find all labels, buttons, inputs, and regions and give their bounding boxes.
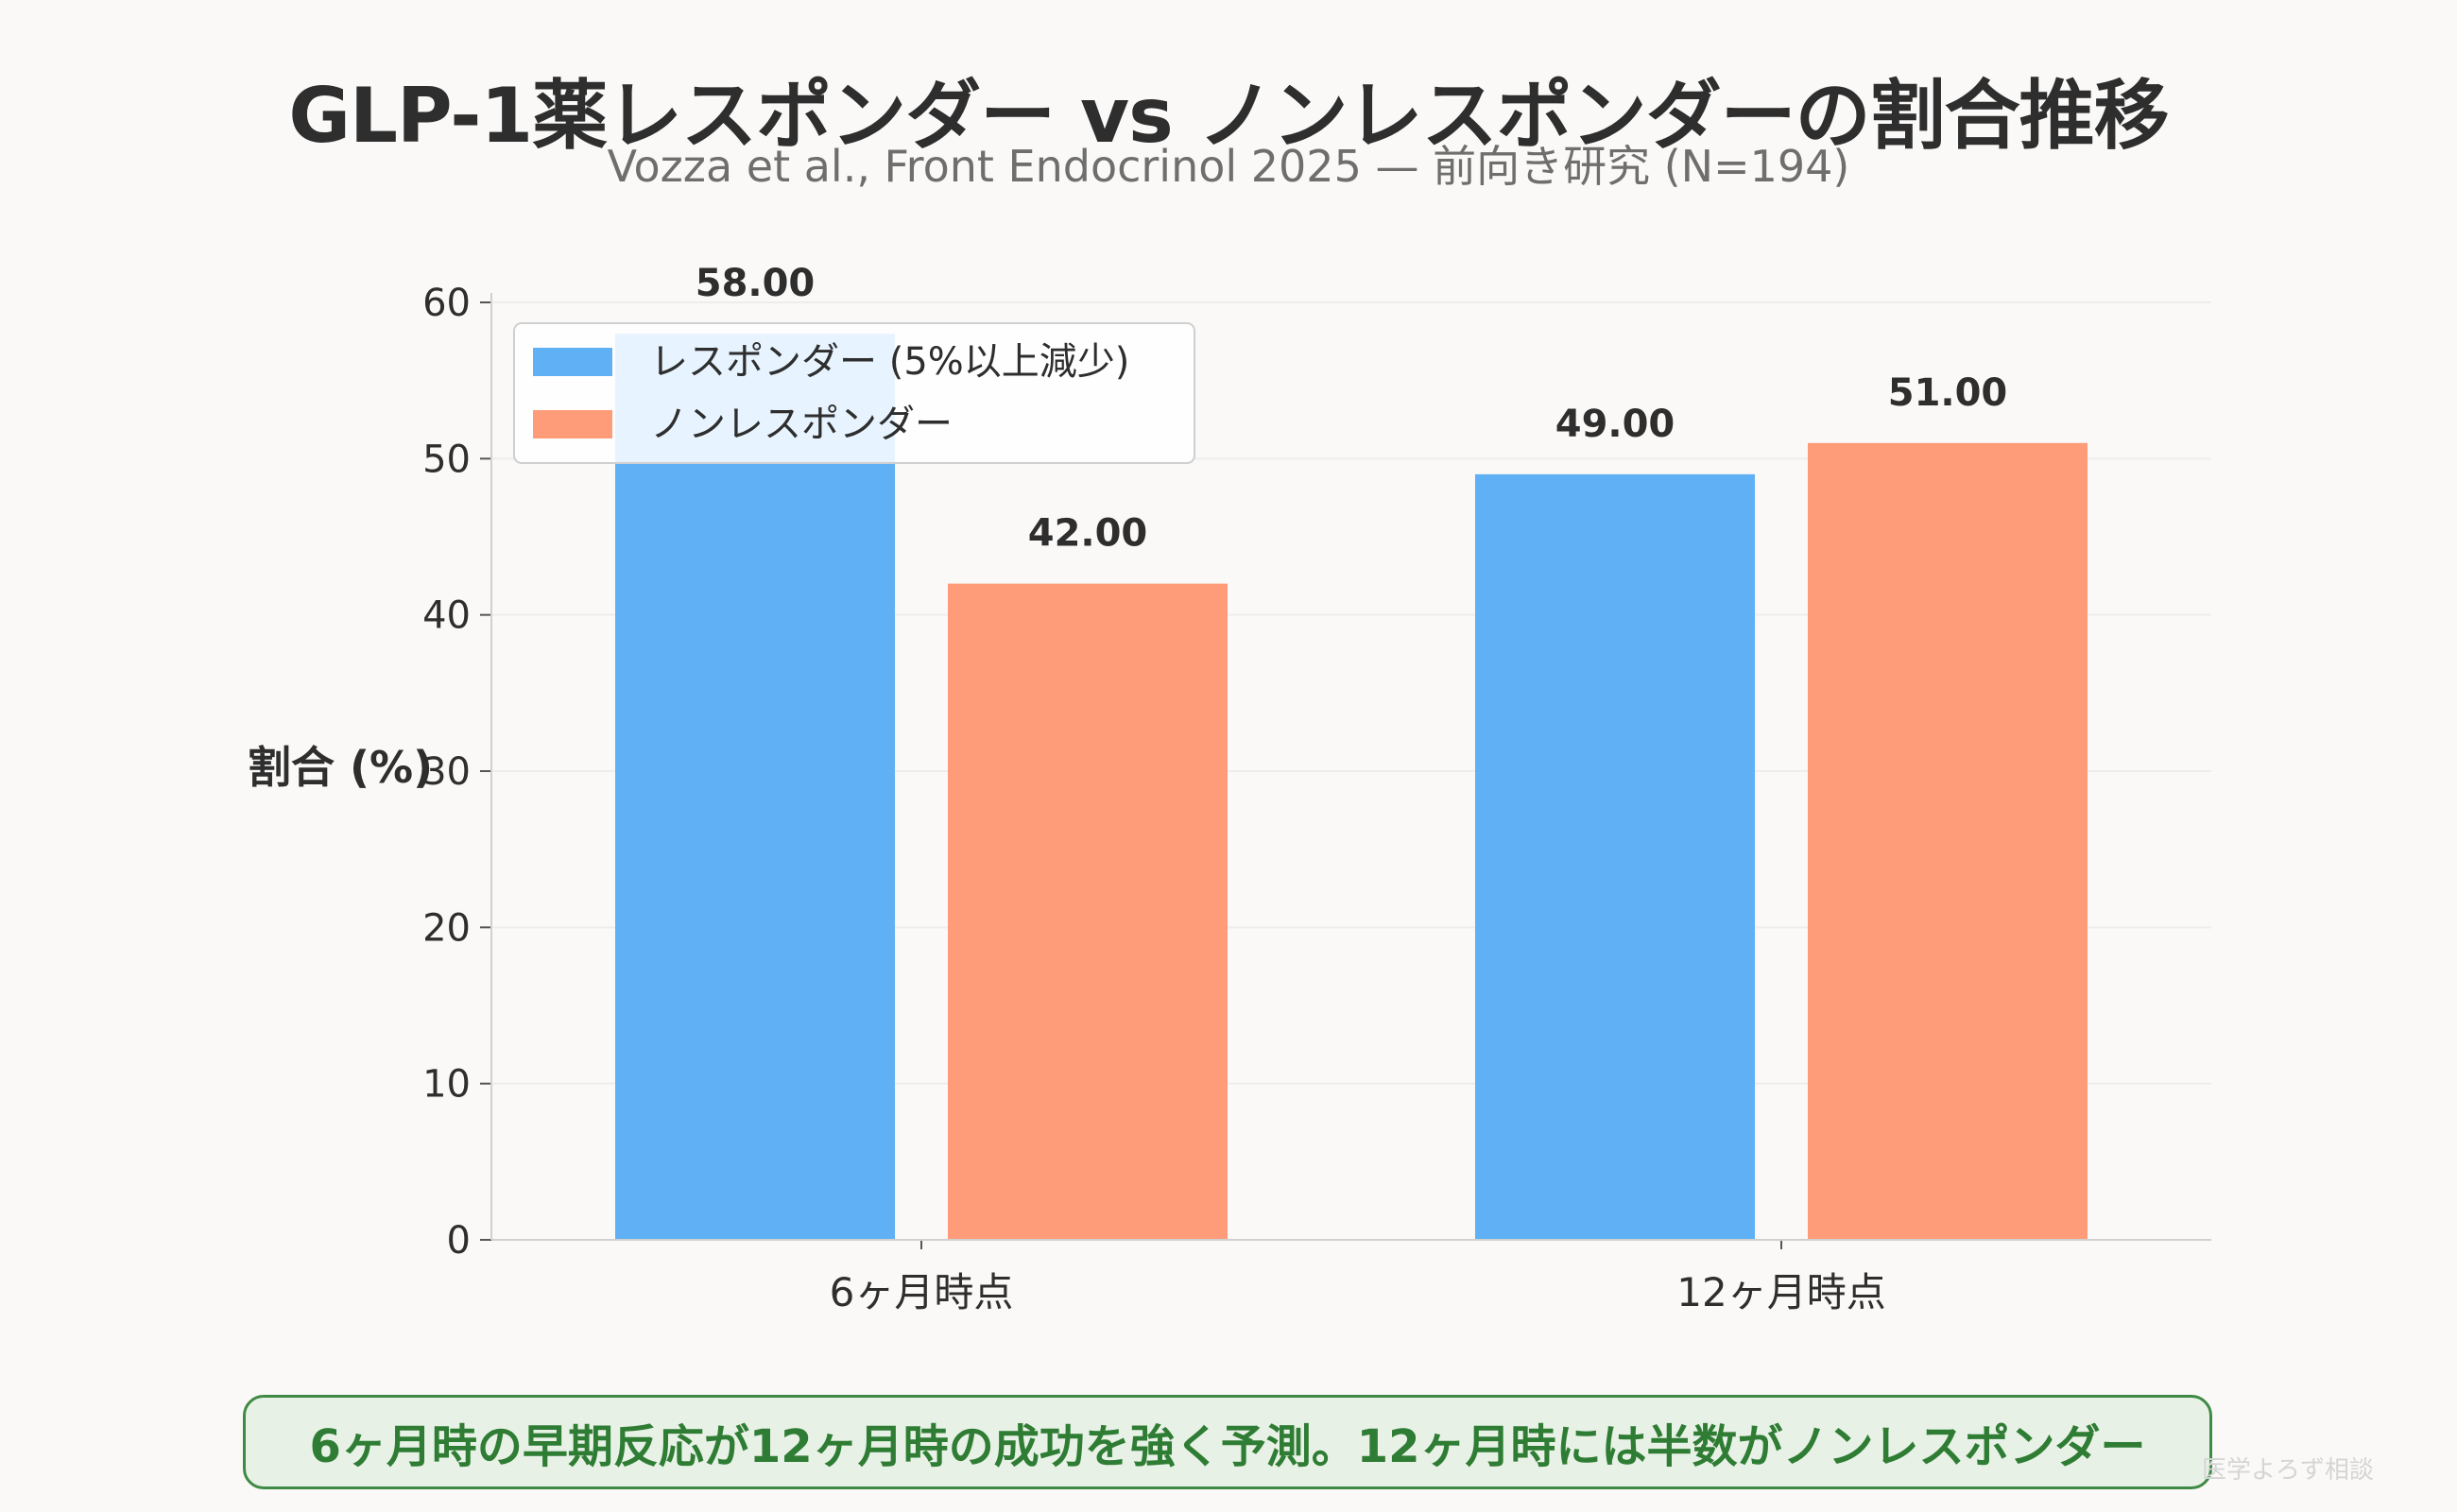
legend-label: ノンレスポンダー (650, 403, 953, 446)
axes: 0 10 20 30 40 50 60 6ヶ月時点 12ヶ月時点 割合 (%) (248, 282, 2211, 1315)
y-tick-label: 10 (422, 1063, 471, 1107)
x-tick-label: 12ヶ月時点 (1676, 1269, 1885, 1315)
value-labels: 58.00 42.00 49.00 51.00 (696, 262, 2008, 556)
data-label: 49.00 (1555, 403, 1675, 446)
y-tick-label: 40 (422, 594, 471, 638)
y-axis-label: 割合 (%) (248, 742, 433, 793)
bar (1808, 442, 2088, 1240)
bar (1475, 473, 1755, 1240)
legend-box (513, 322, 1195, 464)
bars (615, 334, 2088, 1241)
x-tick-label: 6ヶ月時点 (830, 1269, 1014, 1315)
conclusion-box: 6ヶ月時の早期反応が12ヶ月時の成功を強く予測。12ヶ月時には半数がノンレスポン… (243, 1395, 2212, 1489)
watermark: 医学よろず相談 (2202, 1456, 2375, 1485)
legend-label: レスポンダー (5%以上減少) (650, 340, 1129, 384)
y-tick-label: 50 (422, 438, 471, 481)
data-label: 42.00 (1028, 512, 1148, 556)
data-label: 51.00 (1888, 371, 2008, 415)
y-tick-label: 30 (422, 750, 471, 794)
y-tick-label: 0 (447, 1219, 471, 1263)
bar (948, 583, 1228, 1240)
y-tick-label: 60 (422, 282, 471, 325)
chart-title: GLP-1薬レスポンダー vs ノンレスポンダーの割合推移 (288, 72, 2169, 160)
legend-swatch (533, 410, 612, 438)
y-tick-label: 20 (422, 906, 471, 950)
chart-subtitle: Vozza et al., Front Endocrinol 2025 — 前向… (607, 141, 1850, 192)
bar (615, 334, 895, 1241)
legend-swatch (533, 348, 612, 376)
data-label: 58.00 (696, 262, 816, 305)
conclusion-text: 6ヶ月時の早期反応が12ヶ月時の成功を強く予測。12ヶ月時には半数がノンレスポン… (309, 1420, 2146, 1473)
legend: レスポンダー (5%以上減少) ノンレスポンダー (513, 322, 1195, 464)
